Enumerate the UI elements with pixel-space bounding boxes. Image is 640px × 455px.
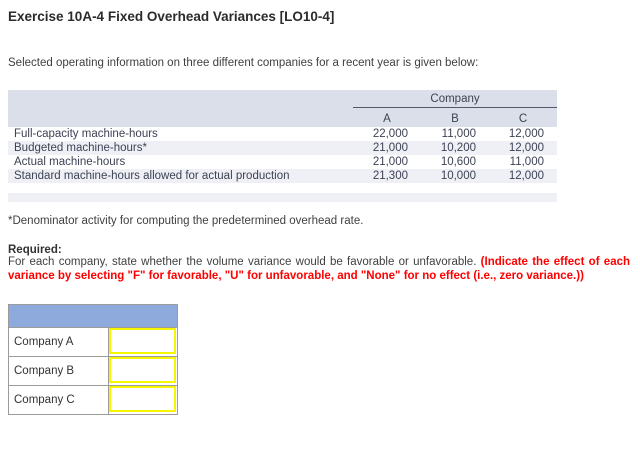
- column-header-row: A B C: [8, 108, 557, 127]
- answer-input-cell: [108, 327, 178, 357]
- required-text-normal: For each company, state whether the volu…: [8, 256, 481, 268]
- table-row: Budgeted machine-hours* 21,000 10,200 12…: [8, 141, 557, 155]
- table-spacer: [8, 183, 557, 193]
- table-row: Actual machine-hours 21,000 10,600 11,00…: [8, 155, 557, 169]
- operating-info-table: Company A B C Full-capacity machine-hour…: [8, 90, 557, 202]
- company-group-header-row: Company: [8, 90, 557, 108]
- answer-header-cell: [8, 304, 178, 328]
- column-header-c: C: [489, 108, 557, 127]
- column-header-b: B: [421, 108, 489, 127]
- cell-value: 11,000: [509, 156, 544, 168]
- column-header-a: A: [353, 108, 421, 127]
- row-label: Actual machine-hours: [14, 156, 126, 168]
- cell-value: 22,000: [372, 128, 408, 140]
- required-instructions: For each company, state whether the volu…: [8, 256, 630, 283]
- answer-input-cell: [108, 356, 178, 386]
- footnote-text: *Denominator activity for computing the …: [8, 215, 364, 227]
- cell-value: 12,000: [508, 128, 544, 140]
- company-group-header-cell: Company: [353, 90, 557, 108]
- row-label: Full-capacity machine-hours: [14, 128, 158, 140]
- company-c-answer-input[interactable]: [109, 386, 176, 412]
- empty-corner-cell: [8, 108, 353, 127]
- cell-value: 21,000: [353, 141, 421, 155]
- intro-text: Selected operating information on three …: [8, 57, 479, 69]
- company-b-answer-input[interactable]: [109, 357, 176, 383]
- company-a-answer-input[interactable]: [109, 328, 176, 354]
- answer-row-label: Company B: [8, 356, 109, 386]
- answer-row-label: Company C: [8, 385, 109, 415]
- table-bottom-band: [8, 193, 557, 202]
- answer-header-row: [8, 304, 178, 328]
- row-label: Standard machine-hours allowed for actua…: [8, 169, 353, 183]
- cell-value: 11,000: [441, 128, 476, 140]
- cell-value: 12,000: [489, 141, 557, 155]
- required-heading: Required:: [8, 244, 62, 256]
- cell-value: 21,300: [353, 169, 421, 183]
- page-title: Exercise 10A-4 Fixed Overhead Variances …: [8, 9, 335, 24]
- cell-value: 10,000: [421, 169, 489, 183]
- cell-value: 10,200: [421, 141, 489, 155]
- exercise-page: Exercise 10A-4 Fixed Overhead Variances …: [8, 9, 630, 415]
- cell-value: 12,000: [489, 169, 557, 183]
- row-label: Budgeted machine-hours*: [8, 141, 353, 155]
- answer-input-cell: [108, 385, 178, 415]
- answer-table: Company A Company B Company C: [8, 304, 178, 415]
- required-text-emphasis: (Indicate the effect of each variance by…: [8, 256, 631, 282]
- cell-value: 10,600: [440, 156, 476, 168]
- cell-value: 21,000: [372, 156, 408, 168]
- empty-corner-cell: [8, 90, 353, 108]
- company-group-header: Company: [353, 93, 557, 108]
- answer-row-label: Company A: [8, 327, 109, 357]
- answer-row: Company C: [8, 385, 178, 415]
- answer-row: Company B: [8, 356, 178, 386]
- answer-row: Company A: [8, 327, 178, 357]
- table-row: Standard machine-hours allowed for actua…: [8, 169, 557, 183]
- table-row: Full-capacity machine-hours 22,000 11,00…: [8, 127, 557, 141]
